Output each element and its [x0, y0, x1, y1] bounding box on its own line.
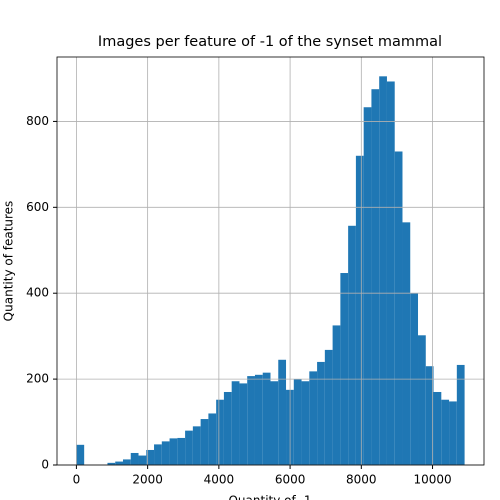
bar: [348, 225, 356, 465]
bar: [146, 449, 155, 465]
bar: [154, 444, 162, 465]
bar: [433, 391, 442, 465]
y-axis-label: Quantity of features: [2, 201, 16, 322]
bar: [177, 437, 186, 465]
bar: [254, 374, 263, 465]
bar: [130, 452, 139, 465]
bar: [169, 438, 178, 465]
bar: [185, 430, 193, 465]
bar: [379, 76, 387, 465]
bar: [456, 364, 465, 465]
bar: [138, 455, 147, 465]
x-tick-label: 8000: [346, 473, 377, 487]
x-tick-label: 6000: [275, 473, 306, 487]
bar: [223, 391, 232, 465]
bar: [386, 81, 395, 465]
bar: [441, 399, 450, 465]
y-tick-label: 0: [41, 458, 49, 472]
bar: [394, 151, 403, 466]
bar: [301, 381, 310, 465]
bar: [355, 155, 364, 466]
bar: [262, 372, 271, 465]
bar: [216, 399, 224, 465]
y-tick-label: 600: [26, 200, 49, 214]
bar: [247, 376, 255, 465]
bar: [402, 222, 411, 465]
bar: [324, 349, 333, 465]
bar: [161, 441, 170, 465]
bar: [270, 381, 279, 465]
x-axis-label: Quantity of -1: [228, 494, 311, 500]
bar: [278, 359, 287, 465]
x-tick-label: 0: [73, 473, 81, 487]
bar: [192, 426, 201, 465]
bar: [293, 379, 302, 465]
chart-title: Images per feature of -1 of the synset m…: [98, 34, 442, 50]
bar: [418, 335, 426, 465]
x-tick-label: 2000: [132, 473, 163, 487]
bar: [200, 419, 209, 465]
plot-frame: [56, 56, 485, 466]
y-tick-label: 800: [26, 114, 49, 128]
x-tick-label: 4000: [204, 473, 235, 487]
bar: [363, 107, 372, 466]
bar: [231, 381, 240, 465]
y-tick-label: 400: [26, 286, 49, 300]
bar: [309, 371, 318, 465]
bar: [371, 89, 380, 466]
bar: [332, 325, 341, 465]
bar: [115, 461, 123, 465]
bar: [107, 462, 116, 465]
y-tick-label: 200: [26, 372, 49, 386]
bar: [449, 401, 457, 465]
bar: [239, 383, 248, 465]
bar: [317, 361, 325, 465]
bar: [208, 413, 217, 465]
bar: [425, 366, 434, 465]
x-tick-label: 10000: [413, 473, 451, 487]
bar: [340, 273, 349, 465]
bar: [122, 459, 131, 465]
bar: [76, 444, 85, 465]
